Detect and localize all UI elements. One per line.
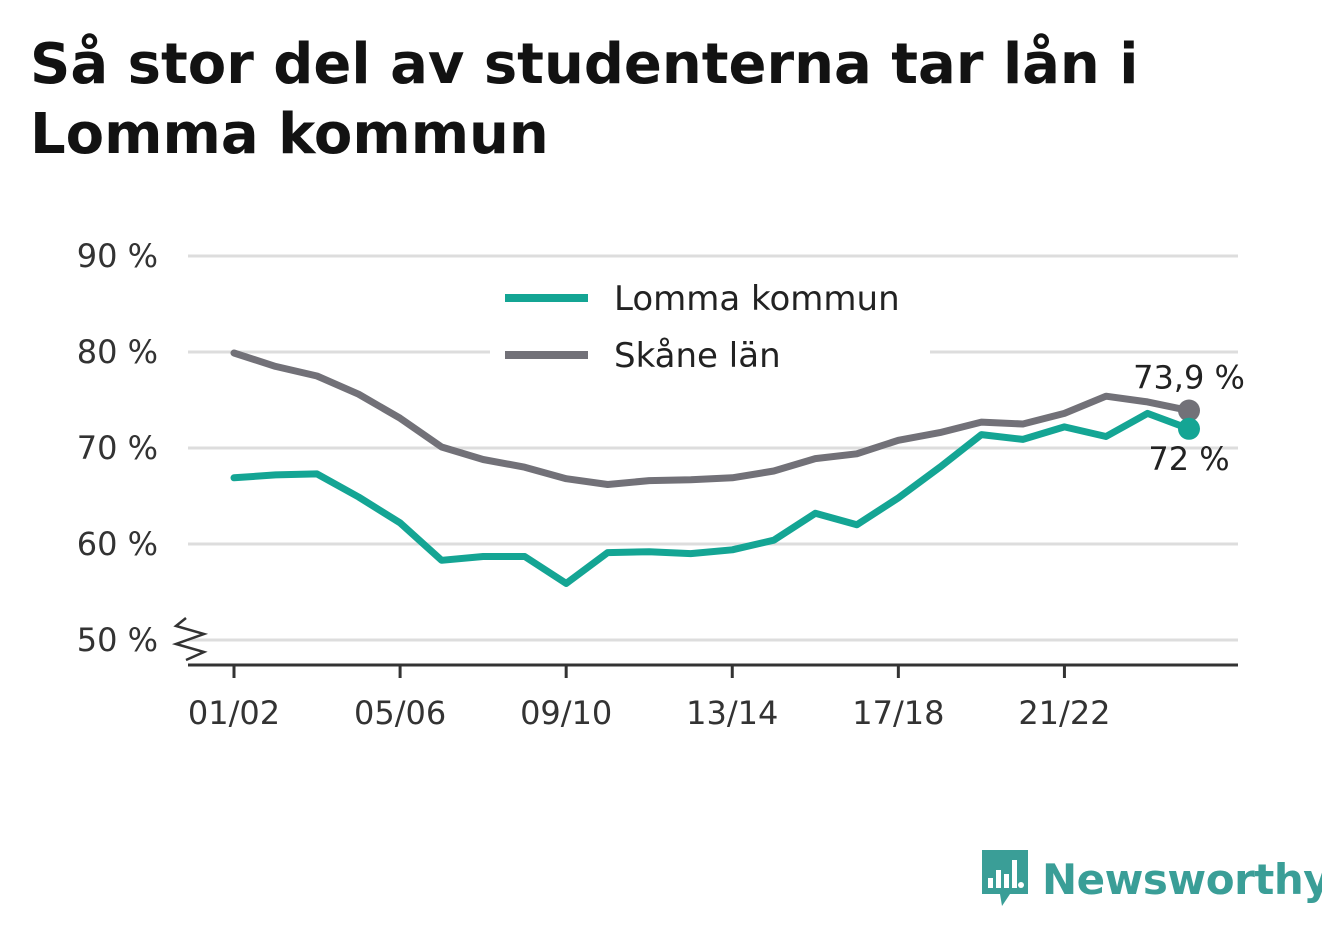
newsworthy-logo: Newsworthy: [980, 848, 1322, 910]
y-tick-label: 50 %: [77, 621, 158, 659]
y-axis-labels: 50 % 60 % 70 % 80 % 90 %: [77, 237, 158, 659]
brand-name: Newsworthy: [1042, 854, 1322, 904]
chart-title: Så stor del av studenterna tar lån i Lom…: [30, 32, 1139, 167]
series-line: [230, 409, 1193, 587]
x-tick-label: 09/10: [520, 694, 612, 732]
x-tick-label: 01/02: [188, 694, 280, 732]
end-label: 72 %: [1148, 440, 1229, 478]
end-point: [1178, 417, 1200, 440]
y-tick-label: 90 %: [77, 237, 158, 275]
legend-background: [490, 270, 930, 382]
x-tick-label: 05/06: [354, 694, 446, 732]
series-line: [230, 349, 1193, 488]
y-tick-label: 60 %: [77, 525, 158, 563]
end-label: 73,9 %: [1133, 359, 1245, 397]
legend-label: Skåne län: [614, 336, 781, 376]
x-tick-label: 21/22: [1018, 694, 1110, 732]
series-lines: [230, 349, 1200, 587]
axis-break-icon: [171, 617, 209, 662]
x-tick-label: 17/18: [852, 694, 944, 732]
end-labels: 73,9 % 72 %: [1133, 359, 1245, 478]
legend-label: Lomma kommun: [614, 279, 900, 319]
grid-lines: [171, 254, 1238, 662]
x-tick-label: 13/14: [686, 694, 778, 732]
end-point: [1178, 399, 1200, 422]
bar-chart-logo-icon: [982, 850, 1028, 906]
x-axis: [188, 663, 1238, 678]
y-tick-label: 80 %: [77, 333, 158, 371]
legend: Lomma kommun Skåne län: [490, 270, 930, 382]
x-axis-labels: 01/02 05/06 09/10 13/14 17/18 21/22: [188, 694, 1111, 732]
y-tick-label: 70 %: [77, 429, 158, 467]
